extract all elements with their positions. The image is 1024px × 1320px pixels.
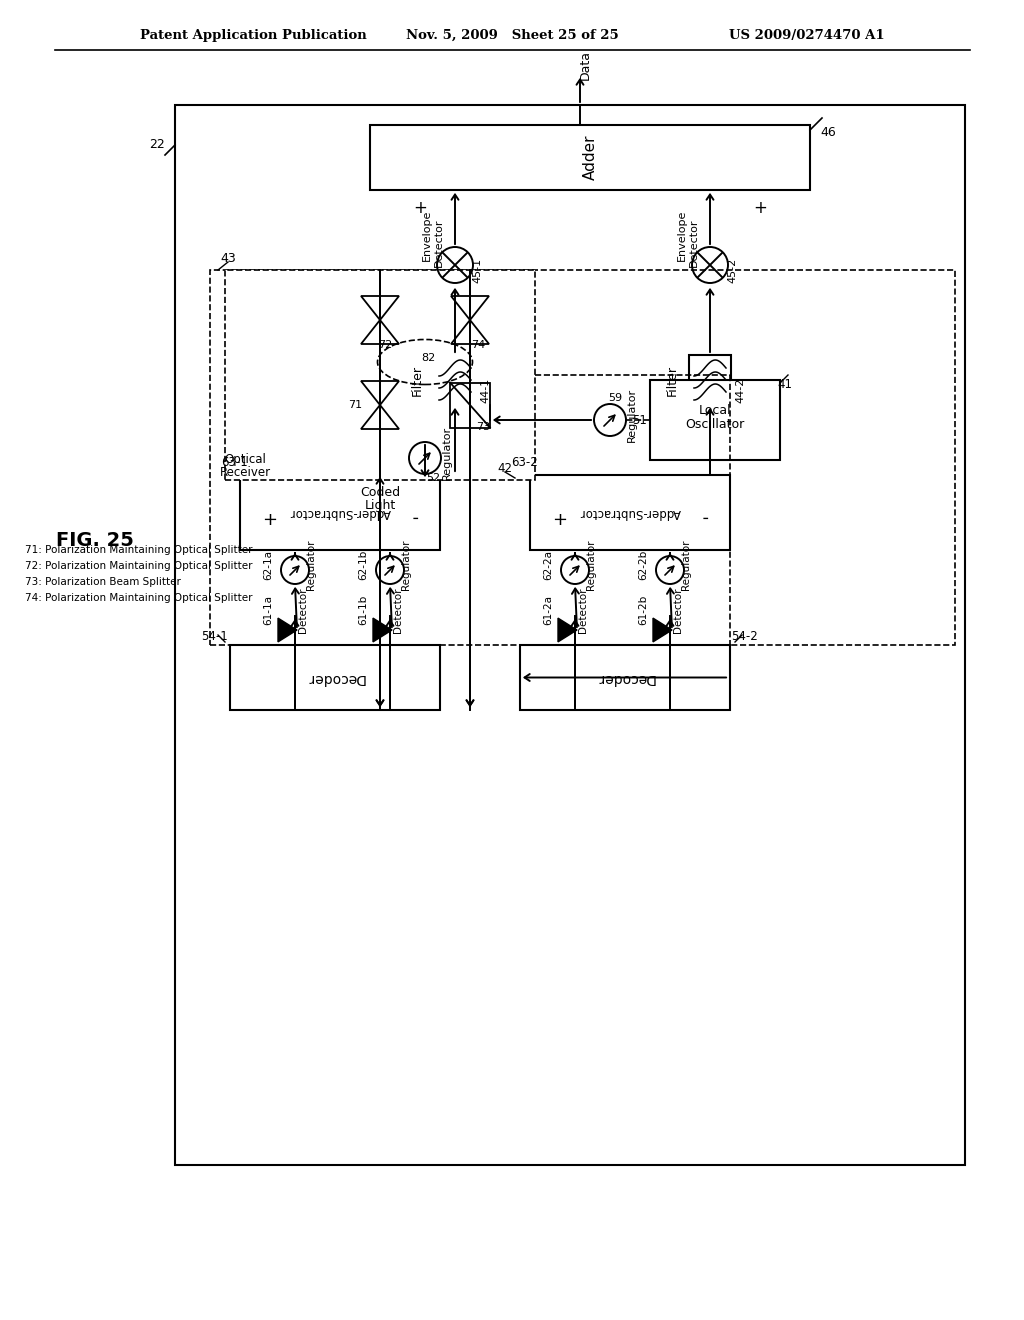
Text: 63-1: 63-1 — [221, 457, 249, 470]
Bar — [650, 380, 780, 459]
Text: 82: 82 — [421, 352, 435, 363]
Text: 72: 72 — [378, 341, 392, 350]
Polygon shape — [653, 618, 672, 642]
Text: Detector: Detector — [673, 587, 683, 632]
Text: Decoder: Decoder — [306, 671, 365, 685]
Text: Filter: Filter — [411, 364, 424, 396]
Text: Coded: Coded — [360, 486, 400, 499]
Text: 72: Polarization Maintaining Optical Splitter: 72: Polarization Maintaining Optical Spl… — [25, 561, 253, 572]
Text: Regulator: Regulator — [442, 426, 452, 480]
Text: Regulator: Regulator — [627, 388, 637, 442]
Bar — [175, 106, 965, 1166]
Text: 62-2b: 62-2b — [638, 550, 648, 579]
Text: Receiver: Receiver — [219, 466, 270, 479]
Bar — [434, 355, 476, 405]
Polygon shape — [558, 618, 577, 642]
Text: Detector: Detector — [298, 587, 308, 632]
Text: 59: 59 — [608, 393, 622, 403]
Text: Adder: Adder — [583, 135, 597, 181]
Text: 44-1: 44-1 — [480, 378, 490, 403]
Bar — [689, 355, 731, 405]
Text: Adder-Subtractor: Adder-Subtractor — [290, 506, 390, 519]
Text: Detector: Detector — [689, 219, 699, 267]
Text: 41: 41 — [777, 379, 793, 392]
Bar — [520, 645, 730, 710]
Text: Detector: Detector — [578, 587, 588, 632]
Text: 62-1b: 62-1b — [358, 550, 368, 579]
Text: 54-1: 54-1 — [202, 631, 228, 644]
Text: Light: Light — [365, 499, 395, 511]
Text: 61-1a: 61-1a — [263, 595, 273, 624]
Text: 74: Polarization Maintaining Optical Splitter: 74: Polarization Maintaining Optical Spl… — [25, 593, 253, 603]
Text: 73: 73 — [476, 422, 490, 432]
Text: Adder-Subtractor: Adder-Subtractor — [580, 506, 681, 519]
Text: Envelope: Envelope — [422, 210, 432, 260]
Text: -: - — [412, 508, 418, 527]
Text: Detector: Detector — [434, 219, 444, 267]
Bar — [210, 271, 955, 645]
Text: 62-1a: 62-1a — [263, 550, 273, 579]
Text: 22: 22 — [150, 139, 165, 152]
Text: Optical: Optical — [224, 454, 266, 466]
Text: Nov. 5, 2009   Sheet 25 of 25: Nov. 5, 2009 Sheet 25 of 25 — [406, 29, 618, 41]
Text: Filter: Filter — [666, 364, 679, 396]
Text: 46: 46 — [820, 127, 836, 140]
Text: +: + — [260, 508, 275, 527]
Text: Local: Local — [698, 404, 731, 417]
Bar — [225, 271, 535, 480]
Text: 74: 74 — [471, 341, 485, 350]
Text: US 2009/0274470 A1: US 2009/0274470 A1 — [729, 29, 885, 41]
Text: 45-1: 45-1 — [472, 257, 482, 282]
Text: Oscillator: Oscillator — [685, 418, 744, 432]
Bar — [370, 125, 810, 190]
Polygon shape — [373, 618, 392, 642]
Text: 51: 51 — [633, 413, 647, 426]
Text: FIG. 25: FIG. 25 — [56, 531, 134, 549]
Text: Regulator: Regulator — [306, 540, 316, 590]
Text: +: + — [551, 508, 565, 527]
Text: 61-2b: 61-2b — [638, 595, 648, 626]
Text: Regulator: Regulator — [401, 540, 411, 590]
Text: 54-2: 54-2 — [731, 631, 759, 644]
Bar — [230, 645, 440, 710]
Text: +: + — [413, 199, 427, 216]
Text: 52: 52 — [426, 473, 440, 483]
Text: 45-2: 45-2 — [727, 257, 737, 282]
Text: 61-1b: 61-1b — [358, 595, 368, 626]
Text: 62-2a: 62-2a — [543, 550, 553, 579]
Text: Regulator: Regulator — [681, 540, 691, 590]
Text: 63-2: 63-2 — [512, 457, 539, 470]
Bar — [240, 475, 440, 550]
Text: 61-2a: 61-2a — [543, 595, 553, 624]
Text: Envelope: Envelope — [677, 210, 687, 260]
Polygon shape — [278, 618, 297, 642]
Text: 43: 43 — [220, 252, 236, 264]
Text: -: - — [701, 508, 709, 527]
Text: 42: 42 — [498, 462, 512, 474]
Text: 71: 71 — [348, 400, 362, 411]
Text: 71: Polarization Maintaining Optical Splitter: 71: Polarization Maintaining Optical Spl… — [25, 545, 253, 554]
Text: Decoder: Decoder — [596, 671, 654, 685]
Text: Data: Data — [579, 50, 592, 81]
Text: Regulator: Regulator — [586, 540, 596, 590]
Text: Detector: Detector — [393, 587, 403, 632]
Text: 73: Polarization Beam Splitter: 73: Polarization Beam Splitter — [25, 577, 181, 587]
Bar — [450, 383, 490, 428]
Bar — [530, 475, 730, 550]
Text: +: + — [753, 199, 767, 216]
Text: Patent Application Publication: Patent Application Publication — [140, 29, 367, 41]
Text: 44-2: 44-2 — [735, 378, 745, 403]
